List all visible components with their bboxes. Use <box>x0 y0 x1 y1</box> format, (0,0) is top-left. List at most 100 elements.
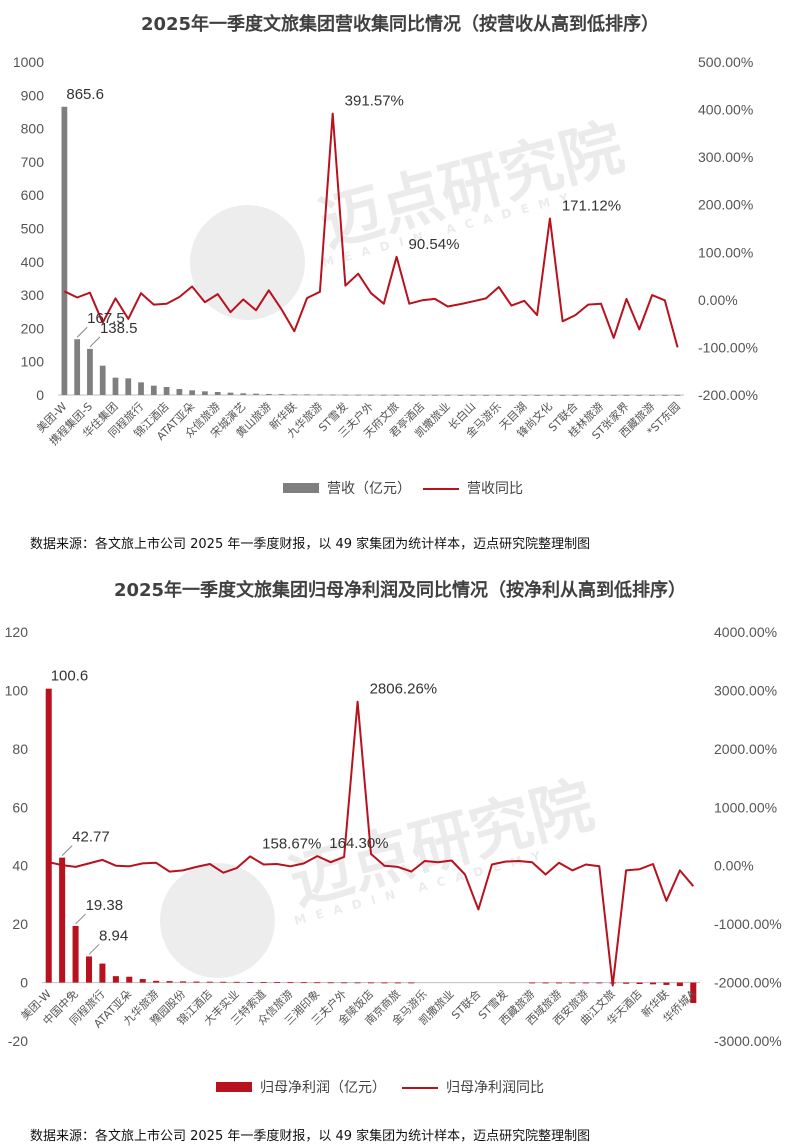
growth-line <box>48 700 695 987</box>
y-axis-tick-label: 700 <box>21 154 45 170</box>
bar <box>368 394 374 396</box>
bar <box>432 394 438 396</box>
y-axis-tick-label: 20 <box>12 916 28 932</box>
bar <box>610 394 617 396</box>
profit-chart-svg: 120 100 80 60 40 20 0 -20 4000.00% 3000.00% 2000.0… <box>5 624 782 1096</box>
y2-axis-tick-label: -2000.00% <box>714 975 782 991</box>
annotation-leader-line <box>89 336 101 348</box>
data-label: 158.67% <box>262 835 321 852</box>
bar <box>166 981 173 983</box>
y2-axis-tick-label: -100.00% <box>698 339 758 355</box>
bar <box>220 981 227 983</box>
x-axis-category-label: ST联合 <box>448 987 483 1022</box>
y2-axis-tick-label: 0.00% <box>698 292 738 308</box>
y2-axis-tick-label: 500.00% <box>698 54 753 70</box>
bar <box>355 394 362 396</box>
annotation-leader-line <box>75 913 86 925</box>
y2-axis-tick-label: 100.00% <box>698 244 753 260</box>
bar <box>300 982 307 984</box>
bar <box>99 365 106 395</box>
bar <box>125 378 132 395</box>
bar <box>367 982 375 984</box>
chart-title: 2025年一季度文旅集团营收集同比情况（按营收从高到低排序） <box>140 14 660 35</box>
bar <box>393 394 400 396</box>
bar <box>214 392 221 395</box>
bar <box>508 394 515 396</box>
y2-axis-tick-label: 4000.00% <box>714 624 777 640</box>
bar <box>572 394 579 396</box>
y2-axis-tick-label: 1000.00% <box>714 799 777 815</box>
data-label: 8.94 <box>99 927 128 944</box>
bar <box>291 394 298 396</box>
bar <box>661 394 668 396</box>
y-axis-tick-label: 40 <box>12 858 28 874</box>
bar <box>278 394 285 395</box>
y-axis-tick-label: 80 <box>12 741 28 757</box>
bar <box>342 394 349 396</box>
bar <box>189 390 196 395</box>
bar <box>202 391 208 395</box>
data-label: 2806.26% <box>370 681 438 698</box>
data-label: 171.12% <box>562 197 621 214</box>
bar <box>419 394 425 396</box>
bar <box>690 982 697 1004</box>
legend-line-label: 营收同比 <box>467 481 523 497</box>
legend-line-label: 归母净利润同比 <box>446 1079 544 1096</box>
legend-bar-swatch <box>216 1082 252 1092</box>
bar <box>495 394 502 396</box>
bar <box>253 393 259 395</box>
bar <box>112 377 119 395</box>
bar <box>265 394 272 395</box>
chart-title: 2025年一季度文旅集团归母净利润及同比情况（按净利从高到低排序） <box>113 580 687 601</box>
bar <box>596 982 603 984</box>
bar <box>85 956 93 983</box>
data-label: 90.54% <box>409 236 460 253</box>
y2-axis-tick-label: 0.00% <box>714 858 754 874</box>
legend-bar-label: 营收（亿元） <box>327 481 411 497</box>
data-label: 100.6 <box>51 668 89 685</box>
bar <box>247 981 254 983</box>
bar <box>585 394 592 396</box>
y-axis-tick-label: 400 <box>21 254 45 270</box>
bar <box>649 394 655 396</box>
y2-axis-tick-label: 200.00% <box>698 197 753 213</box>
bar <box>287 982 294 984</box>
bar <box>546 394 553 396</box>
bar <box>676 982 683 987</box>
revenue-chart-svg: 10009008007006005004003002001000500.00%4… <box>13 54 758 497</box>
bar <box>193 981 200 983</box>
bar <box>74 339 81 395</box>
bar <box>555 982 563 984</box>
bar <box>521 394 528 396</box>
bar <box>233 981 240 983</box>
y-axis-tick-label: 60 <box>12 799 28 815</box>
bar <box>304 394 310 396</box>
bar <box>260 982 267 983</box>
bar <box>623 394 630 396</box>
bar <box>529 982 536 984</box>
bar <box>470 394 477 396</box>
data-label: 138.5 <box>100 320 138 337</box>
legend-bar-swatch <box>283 483 319 493</box>
bar <box>317 394 323 396</box>
y-axis-tick-label: 1000 <box>13 54 44 70</box>
y-axis-tick-label: 100 <box>5 682 29 698</box>
bar <box>534 394 540 396</box>
bar <box>569 982 576 984</box>
y-axis-tick-label: 600 <box>21 187 45 203</box>
y-axis-tick-label: 300 <box>21 287 45 303</box>
annotation-leader-line <box>88 944 100 955</box>
bar <box>99 963 106 983</box>
bar <box>327 982 334 984</box>
bar <box>45 688 52 983</box>
bar <box>206 981 213 983</box>
profit-chart-panel: 2025年一季度文旅集团归母净利润及同比情况（按净利从高到低排序） 迈点研究院 … <box>0 568 800 1145</box>
bar <box>139 979 146 983</box>
y2-axis-tick-label: -200.00% <box>698 387 758 403</box>
y-axis-tick-label: -20 <box>8 1033 28 1049</box>
y2-axis-tick-label: 300.00% <box>698 149 753 165</box>
data-label: 391.57% <box>345 93 404 110</box>
annotation-leader-line <box>76 326 88 338</box>
bar <box>542 982 549 984</box>
bar <box>314 982 321 984</box>
